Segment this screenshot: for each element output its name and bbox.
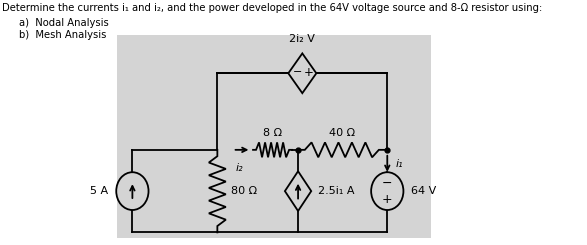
Circle shape — [371, 172, 403, 210]
Text: 2i₂ V: 2i₂ V — [289, 35, 315, 44]
Polygon shape — [288, 53, 316, 93]
Text: 2.5i₁ A: 2.5i₁ A — [318, 186, 355, 196]
Text: b)  Mesh Analysis: b) Mesh Analysis — [19, 30, 107, 39]
Text: i₂: i₂ — [236, 163, 244, 173]
Text: i₁: i₁ — [396, 159, 403, 169]
Text: 80 Ω: 80 Ω — [231, 186, 257, 196]
Text: +: + — [382, 193, 393, 206]
Text: +: + — [303, 66, 313, 79]
Circle shape — [116, 172, 149, 210]
Polygon shape — [285, 171, 311, 211]
Text: a)  Nodal Analysis: a) Nodal Analysis — [19, 18, 109, 28]
Text: 40 Ω: 40 Ω — [329, 128, 355, 138]
Text: 64 V: 64 V — [411, 186, 436, 196]
Text: 5 A: 5 A — [90, 186, 109, 196]
Text: Determine the currents i₁ and i₂, and the power developed in the 64V voltage sou: Determine the currents i₁ and i₂, and th… — [2, 3, 542, 13]
Text: −: − — [292, 67, 302, 77]
Text: 8 Ω: 8 Ω — [263, 128, 282, 138]
FancyBboxPatch shape — [117, 36, 431, 238]
Text: −: − — [382, 177, 393, 190]
